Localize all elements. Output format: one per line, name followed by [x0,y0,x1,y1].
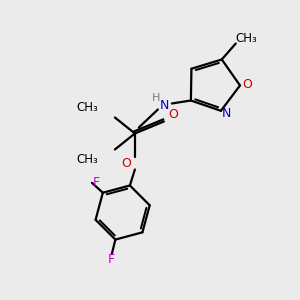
Text: O: O [121,157,131,170]
Text: N: N [160,99,170,112]
Text: CH₃: CH₃ [76,153,98,166]
Text: F: F [92,176,100,189]
Text: F: F [108,253,115,266]
Text: O: O [242,78,252,91]
Text: CH₃: CH₃ [235,32,257,45]
Text: N: N [222,107,232,120]
Text: CH₃: CH₃ [76,101,98,114]
Text: O: O [168,108,178,121]
Text: H: H [152,94,160,103]
